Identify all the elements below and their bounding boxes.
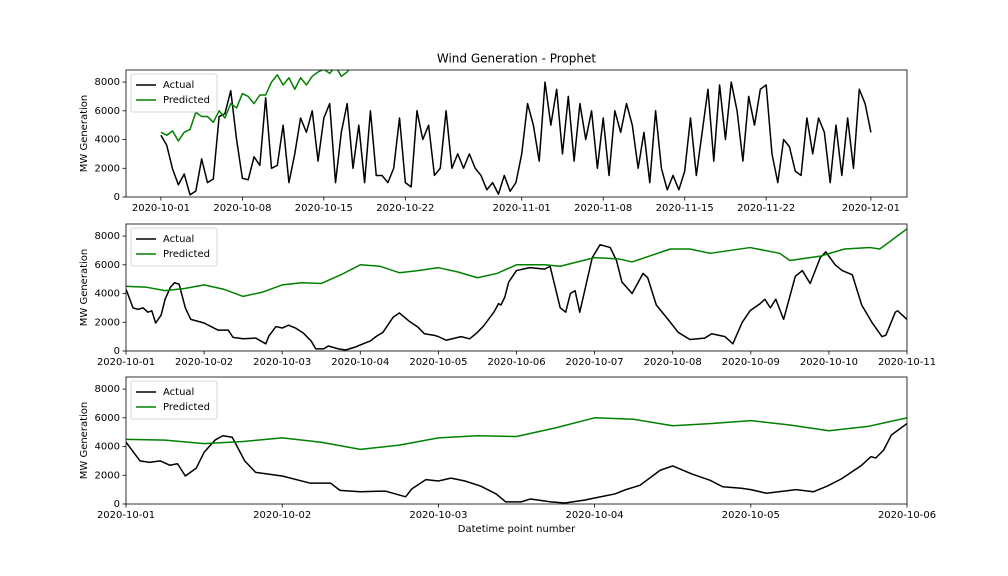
x-tick-label: 2020-11-01	[493, 203, 551, 214]
y-tick-label: 2000	[95, 470, 120, 481]
y-tick-label: 8000	[95, 384, 120, 395]
legend-label: Predicted	[163, 249, 210, 260]
x-tick-label: 2020-10-02	[253, 510, 311, 521]
plot-area	[126, 228, 907, 351]
x-tick-label: 2020-10-04	[331, 357, 389, 368]
x-tick-label: 2020-10-06	[878, 510, 936, 521]
series-line	[126, 243, 907, 351]
x-tick-label: 2020-10-08	[213, 203, 271, 214]
plot-area	[160, 70, 872, 196]
x-tick-label: 2020-11-15	[656, 203, 714, 214]
y-tick-label: 0	[114, 499, 120, 510]
y-tick-label: 6000	[95, 260, 120, 271]
x-tick-label: 2020-10-04	[566, 510, 624, 521]
y-tick-label: 4000	[95, 442, 120, 453]
y-tick-label: 2000	[95, 317, 120, 328]
x-tick-label: 2020-10-02	[175, 357, 233, 368]
series-line	[126, 422, 907, 504]
x-tick-label: 2020-10-03	[253, 357, 311, 368]
axes-frame	[125, 223, 908, 352]
y-tick-label: 4000	[95, 135, 120, 146]
legend-label: Predicted	[163, 95, 210, 106]
legend-label: Actual	[163, 387, 194, 398]
x-tick-label: 2020-11-22	[737, 203, 795, 214]
x-tick-label: 2020-10-03	[409, 510, 467, 521]
x-tick-label: 2020-10-01	[132, 203, 190, 214]
x-tick-label: 2020-10-01	[97, 357, 155, 368]
y-axis-label: MW Generation	[79, 249, 90, 326]
y-axis-label: MW Generation	[79, 402, 90, 479]
x-tick-label: 2020-10-01	[97, 510, 155, 521]
y-tick-label: 6000	[95, 413, 120, 424]
series-line	[160, 70, 350, 142]
x-axis-label: Datetime point number	[458, 524, 576, 535]
legend-box	[130, 380, 218, 420]
legend-box	[130, 73, 218, 113]
x-tick-label: 2020-10-06	[487, 357, 545, 368]
x-tick-label: 2020-10-05	[722, 510, 780, 521]
x-tick-label: 2020-10-22	[376, 203, 434, 214]
x-tick-label: 2020-10-10	[800, 357, 858, 368]
legend-box	[130, 227, 218, 267]
x-tick-label: 2020-10-11	[878, 357, 936, 368]
y-tick-label: 4000	[95, 289, 120, 300]
y-tick-label: 2000	[95, 163, 120, 174]
series-line	[126, 417, 907, 451]
x-tick-label: 2020-10-08	[644, 357, 702, 368]
y-tick-label: 0	[114, 346, 120, 357]
x-tick-label: 2020-10-15	[295, 203, 353, 214]
y-tick-label: 6000	[95, 106, 120, 117]
axes-frame	[125, 376, 908, 505]
series-line	[126, 228, 907, 298]
legend-label: Actual	[163, 80, 194, 91]
legend-label: Predicted	[163, 402, 210, 413]
x-tick-label: 2020-10-05	[409, 357, 467, 368]
y-axis-label: MW Generation	[79, 95, 90, 172]
x-tick-label: 2020-12-01	[842, 203, 900, 214]
x-tick-label: 2020-10-09	[722, 357, 780, 368]
legend-label: Actual	[163, 234, 194, 245]
chart-title: Wind Generation - Prophet	[437, 52, 597, 66]
x-tick-label: 2020-10-07	[566, 357, 624, 368]
y-tick-label: 8000	[95, 231, 120, 242]
series-line	[160, 81, 872, 196]
y-tick-label: 8000	[95, 77, 120, 88]
plot-area	[126, 417, 907, 504]
axes-frame	[125, 69, 908, 198]
y-tick-label: 0	[114, 192, 120, 203]
x-tick-label: 2020-11-08	[574, 203, 632, 214]
